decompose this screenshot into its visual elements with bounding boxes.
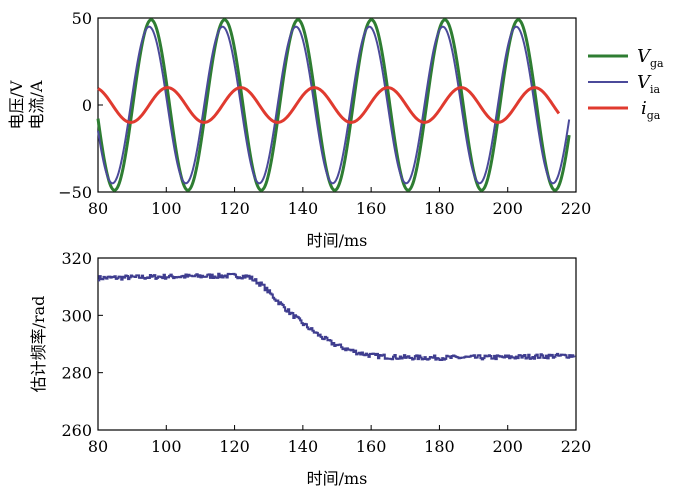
legend-label-iga: iga — [641, 98, 661, 122]
top-x-tick-label: 220 — [561, 199, 592, 218]
legend-entry-via: Via — [588, 72, 661, 96]
legend-label-via: Via — [637, 72, 661, 96]
bottom-y-tick-label: 260 — [61, 421, 92, 440]
top-x-tick-label: 100 — [151, 199, 182, 218]
bottom-x-tick-label: 220 — [561, 437, 592, 456]
series-line-v-ga — [96, 18, 571, 192]
bottom-x-tick-label: 200 — [492, 437, 523, 456]
top-y-ticks: −50 0 50 — [58, 9, 103, 202]
legend-entry-vga: Vga — [588, 46, 664, 70]
bottom-x-tick-label: 80 — [88, 437, 108, 456]
bottom-y-tick-label: 320 — [61, 249, 92, 268]
legend-label-vga: Vga — [637, 46, 664, 70]
top-x-ticks: 80 100 120 140 160 180 200 220 — [88, 187, 591, 218]
bottom-y-axis-label: 估计频率/rad — [29, 296, 48, 393]
top-y-axis-label-current: 电流/A — [27, 80, 46, 129]
bottom-y-ticks: 260 280 300 320 — [61, 249, 103, 440]
top-x-tick-label: 120 — [219, 199, 250, 218]
bottom-y-tick-label: 300 — [61, 306, 92, 325]
bottom-y-tick-label: 280 — [61, 364, 92, 383]
series-line-i-ga — [97, 86, 561, 124]
top-x-tick-label: 80 — [88, 199, 108, 218]
estimated-frequency-chart: 80 100 120 140 160 180 200 220 260 280 300 320 时间/… — [29, 249, 591, 488]
voltage-current-chart: 80 100 120 140 160 180 200 220 −50 0 50 时间/ms 电压/… — [7, 9, 664, 250]
bottom-x-tick-label: 160 — [356, 437, 387, 456]
top-y-tick-label: −50 — [58, 183, 92, 202]
top-x-tick-label: 200 — [492, 199, 523, 218]
top-x-tick-label: 180 — [424, 199, 455, 218]
top-y-tick-label: 50 — [72, 9, 92, 28]
bottom-x-ticks: 80 100 120 140 160 180 200 220 — [88, 425, 591, 456]
top-y-axis-label-voltage: 电压/V — [7, 80, 26, 129]
bottom-x-tick-label: 120 — [219, 437, 250, 456]
bottom-x-tick-label: 140 — [288, 437, 319, 456]
bottom-plot-frame — [97, 257, 577, 431]
legend-entry-iga: iga — [588, 98, 661, 122]
top-x-axis-label: 时间/ms — [307, 231, 368, 250]
series-line-v-ia — [97, 25, 571, 185]
top-x-tick-label: 160 — [356, 199, 387, 218]
bottom-x-tick-label: 180 — [424, 437, 455, 456]
top-series-group — [96, 18, 571, 192]
legend: Vga Via iga — [588, 46, 664, 122]
series-line-estimated-frequency — [98, 272, 576, 362]
bottom-x-tick-label: 100 — [151, 437, 182, 456]
top-y-tick-label: 0 — [82, 96, 92, 115]
bottom-series-group — [98, 272, 576, 362]
top-x-tick-label: 140 — [288, 199, 319, 218]
bottom-x-axis-label: 时间/ms — [307, 469, 368, 488]
